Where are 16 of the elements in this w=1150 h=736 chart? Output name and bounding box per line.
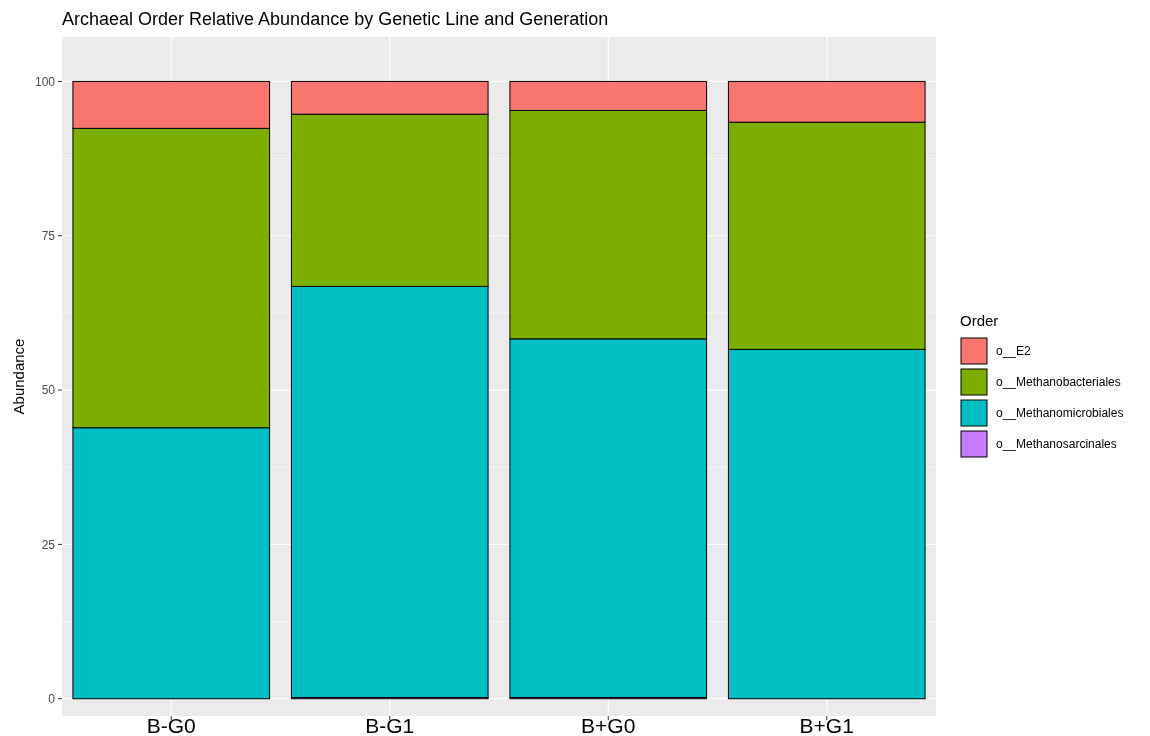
- y-tick-label: 75: [41, 228, 56, 243]
- chart-title: Archaeal Order Relative Abundance by Genetic Line and Generation: [62, 9, 609, 29]
- legend-label: o__E2: [996, 344, 1032, 359]
- y-axis-title: Abundance: [10, 338, 27, 415]
- x-tick-label: B-G0: [146, 714, 196, 736]
- legend-label: o__Methanobacteriales: [996, 375, 1121, 390]
- y-tick-label: 50: [41, 383, 56, 398]
- legend-title: Order: [960, 312, 999, 329]
- x-tick-label: B+G1: [799, 714, 854, 736]
- x-tick-label: B+G0: [581, 714, 636, 736]
- y-tick-label: 0: [48, 691, 56, 706]
- legend-label: o__Methanosarcinales: [996, 437, 1117, 452]
- legend-label: o__Methanomicrobiales: [996, 406, 1124, 421]
- x-tick-label: B-G1: [365, 714, 415, 736]
- y-tick-label: 100: [34, 74, 56, 89]
- y-tick-label: 25: [41, 537, 56, 552]
